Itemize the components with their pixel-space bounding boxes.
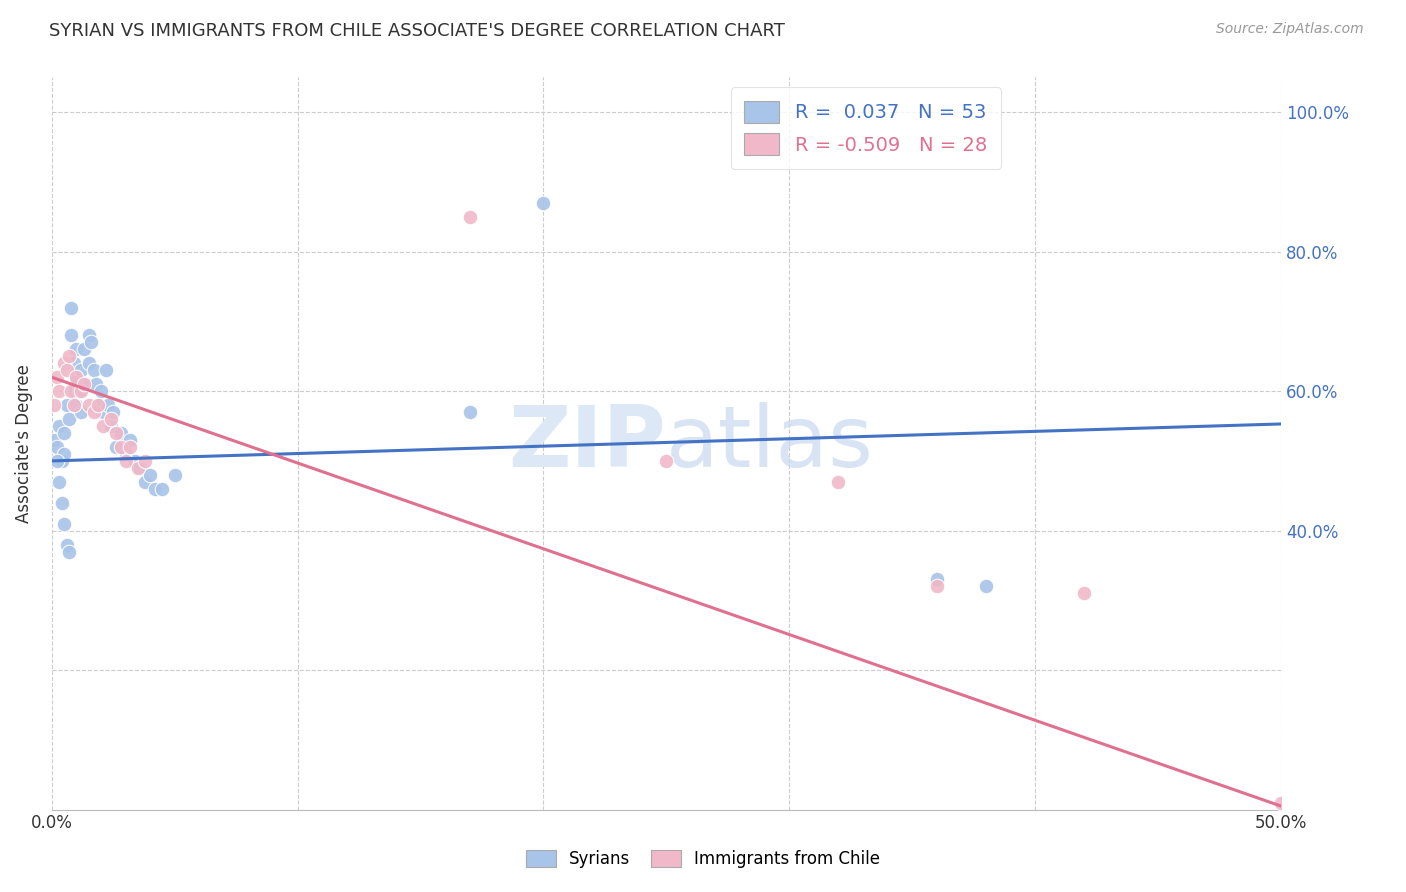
Point (65, 343, 87, 357)
Point (51, 454, 73, 468)
Point (65, 398, 87, 412)
Point (129, 461, 152, 475)
Point (83, 405, 105, 419)
Point (150, 482, 173, 496)
Point (55, 398, 77, 412)
Point (120, 440, 142, 454)
Point (104, 425, 127, 440)
Point (48, 419, 70, 434)
Point (70, 384, 93, 399)
Point (1073, 586, 1095, 600)
Point (80, 335, 103, 350)
Point (827, 475, 849, 489)
Point (63, 398, 86, 412)
Point (134, 475, 156, 489)
Point (73, 377, 96, 392)
Point (44, 398, 66, 412)
Y-axis label: Associate's Degree: Associate's Degree (15, 364, 32, 523)
Point (84, 377, 107, 392)
Point (93, 405, 115, 419)
Text: ZIP: ZIP (509, 402, 666, 485)
Point (110, 425, 132, 440)
Point (87, 398, 110, 412)
Point (70, 405, 93, 419)
Point (45, 370, 67, 384)
Point (100, 412, 122, 426)
Point (53, 425, 76, 440)
Point (114, 447, 136, 461)
Point (134, 454, 156, 468)
Point (48, 475, 70, 489)
Point (60, 384, 83, 399)
Point (120, 433, 142, 447)
Point (75, 377, 97, 392)
Point (83, 363, 105, 377)
Legend: Syrians, Immigrants from Chile: Syrians, Immigrants from Chile (519, 843, 887, 875)
Point (114, 454, 136, 468)
Point (94, 363, 117, 377)
Point (87, 398, 110, 412)
Point (655, 454, 678, 468)
Point (73, 343, 96, 357)
Point (58, 349, 80, 363)
Point (90, 384, 112, 399)
Point (55, 538, 77, 552)
Point (925, 579, 948, 593)
Point (97, 398, 120, 412)
Point (58, 412, 80, 426)
Point (163, 467, 186, 482)
Point (45, 440, 67, 454)
Point (103, 405, 125, 419)
Point (63, 356, 86, 370)
Point (55, 363, 77, 377)
Point (77, 398, 100, 412)
Point (70, 363, 93, 377)
Point (77, 356, 100, 370)
Point (104, 440, 127, 454)
Point (65, 370, 87, 384)
Point (44, 433, 66, 447)
Point (1270, 796, 1292, 810)
Point (100, 419, 122, 434)
Point (93, 419, 115, 434)
Point (45, 454, 67, 468)
Legend: R =  0.037   N = 53, R = -0.509   N = 28: R = 0.037 N = 53, R = -0.509 N = 28 (731, 87, 1001, 169)
Point (124, 454, 146, 468)
Point (58, 544, 80, 558)
Point (67, 384, 90, 399)
Point (53, 356, 76, 370)
Point (925, 573, 948, 587)
Point (139, 467, 162, 482)
Point (51, 496, 73, 510)
Text: atlas: atlas (666, 402, 875, 485)
Point (458, 210, 481, 224)
Point (143, 482, 166, 496)
Point (533, 196, 555, 211)
Point (77, 328, 100, 343)
Point (110, 440, 132, 454)
Point (53, 447, 76, 461)
Text: SYRIAN VS IMMIGRANTS FROM CHILE ASSOCIATE'S DEGREE CORRELATION CHART: SYRIAN VS IMMIGRANTS FROM CHILE ASSOCIAT… (49, 22, 785, 40)
Point (65, 370, 87, 384)
Point (458, 405, 481, 419)
Point (63, 384, 86, 399)
Point (127, 461, 149, 475)
Point (974, 579, 997, 593)
Point (60, 328, 83, 343)
Point (53, 516, 76, 531)
Text: Source: ZipAtlas.com: Source: ZipAtlas.com (1216, 22, 1364, 37)
Point (60, 301, 83, 315)
Point (48, 384, 70, 399)
